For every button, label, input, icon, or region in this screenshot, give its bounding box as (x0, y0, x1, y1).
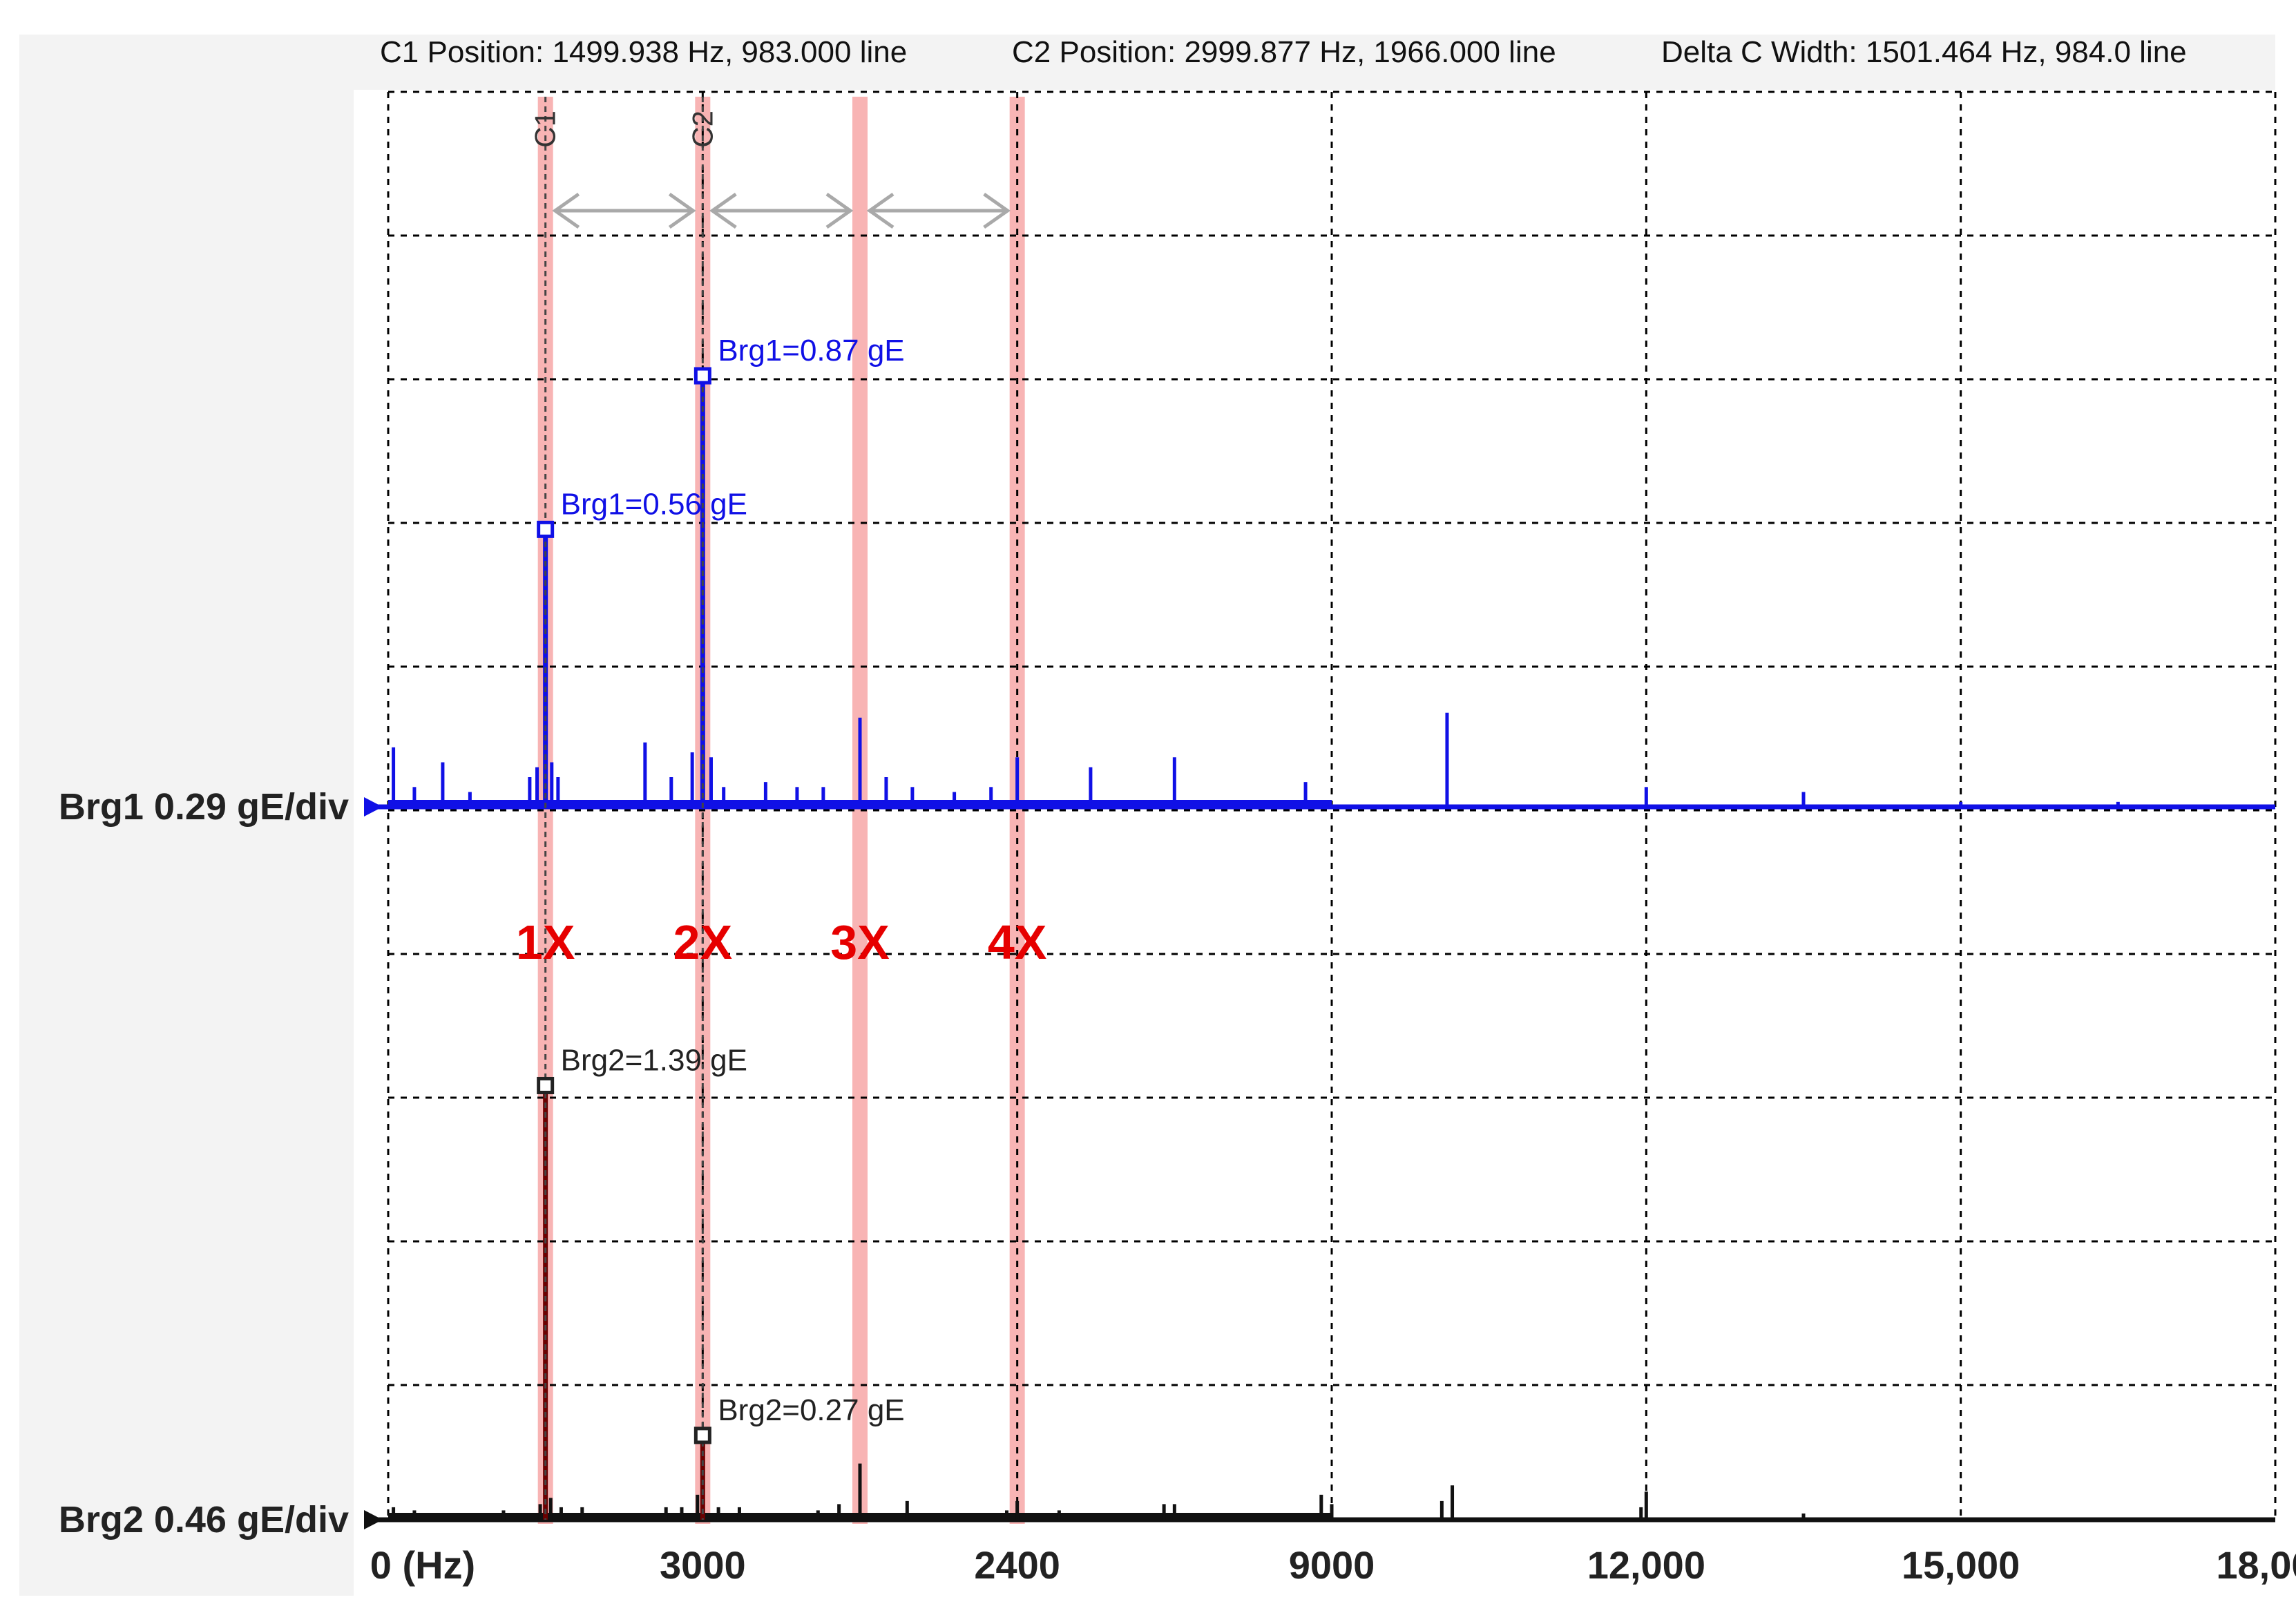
annotation-marker (693, 367, 711, 385)
labels: 1X 2X 3X 4X Brg1=0.56 gE Brg1=0.87 gE Brg2=1.3… (59, 334, 2296, 1587)
x-tick-label: 0 (Hz) (370, 1543, 475, 1587)
arrow-head-right (668, 192, 696, 229)
plot-area (354, 90, 2275, 1596)
x-tick-label: 18,000 (2216, 1543, 2296, 1587)
harmonic-spacing-arrow (552, 192, 696, 229)
arrow-head-left (552, 192, 580, 229)
x-tick-label: 12,000 (1587, 1543, 1705, 1587)
annotation-label: Brg1=0.56 gE (561, 487, 747, 521)
annotation-label: Brg1=0.87 gE (718, 334, 904, 368)
harmonic-bands (537, 97, 1025, 1524)
cursor-c2-label: C2 (686, 111, 718, 148)
brg2-scale-label: Brg2 0.46 gE/div (59, 1499, 349, 1540)
annotation-marker (537, 1076, 555, 1094)
traces (364, 376, 2275, 1529)
annotation-label: Brg2=0.27 gE (718, 1393, 904, 1427)
x-tick-label: 3000 (660, 1543, 746, 1587)
c1-position-readout: C1 Position: 1499.938 Hz, 983.000 line (380, 35, 907, 69)
c2-position-readout: C2 Position: 2999.877 Hz, 1966.000 line (1012, 35, 1556, 69)
harmonic-spacing-arrow (866, 192, 1011, 229)
arrow-head-left (709, 192, 737, 229)
harmonic-spacing-arrow (709, 192, 854, 229)
x-tick-label: 15,000 (1902, 1543, 2020, 1587)
harmonic-label-3x: 3X (830, 915, 890, 969)
cursor-c1-label: C1 (529, 111, 562, 148)
x-tick-label: 2400 (974, 1543, 1060, 1587)
harmonic-label-2x: 2X (673, 915, 733, 969)
header-background (19, 35, 2275, 90)
harmonic-label-4x: 4X (988, 915, 1047, 969)
annotation-marker (693, 1426, 711, 1444)
harmonic-label-1x: 1X (516, 915, 575, 969)
harmonic-band-3x (852, 97, 868, 1524)
annotation-label: Brg2=1.39 gE (561, 1043, 747, 1077)
left-panel-background (19, 35, 354, 1596)
arrow-head-right (983, 192, 1011, 229)
harmonic-band-1x (537, 97, 553, 1524)
brg1-baseline-arrow (364, 797, 383, 817)
delta-c-width-readout: Delta C Width: 1501.464 Hz, 984.0 line (1661, 35, 2187, 69)
cursors: C1 C2 (529, 97, 1011, 1520)
brg2-baseline-arrow (364, 1510, 383, 1529)
x-tick-label: 9000 (1289, 1543, 1375, 1587)
annotation-marker (537, 520, 555, 538)
brg1-scale-label: Brg1 0.29 gE/div (59, 786, 349, 828)
arrow-head-left (866, 192, 895, 229)
arrow-head-right (825, 192, 854, 229)
harmonic-band-4x (1009, 97, 1025, 1524)
brg2-series (364, 1085, 2275, 1529)
